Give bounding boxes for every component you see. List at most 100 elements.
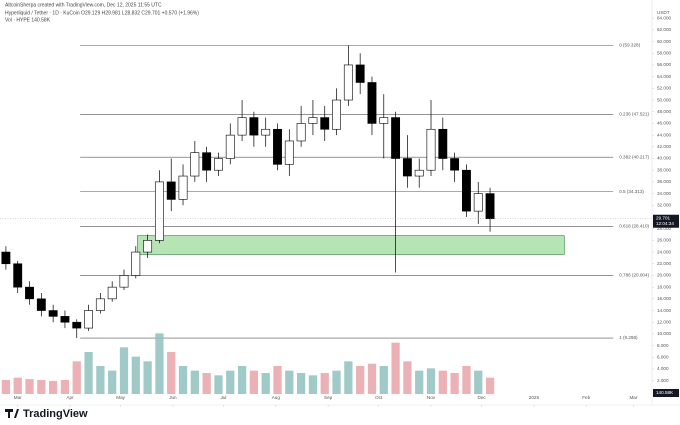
y-tick-label: 60.000: [657, 39, 671, 44]
candle-body: [237, 117, 247, 136]
candle-body: [1, 251, 11, 265]
candle-body: [72, 321, 82, 329]
y-tick-label: 8.000: [657, 343, 669, 348]
y-tick-label: 2.000: [657, 378, 669, 383]
volume-bar: [119, 347, 129, 394]
candle-body: [143, 240, 153, 253]
currency: USDT: [657, 10, 670, 15]
y-tick-label: 22.000: [657, 261, 671, 266]
y-tick-label: 18.000: [657, 284, 671, 289]
y-tick-label: 16.000: [657, 296, 671, 301]
candle-body: [273, 128, 282, 165]
volume-bar: [190, 370, 199, 394]
y-tick-label: 24.000: [657, 249, 671, 254]
candle-body: [119, 275, 129, 288]
volume-bar: [450, 373, 459, 394]
candle-body: [249, 117, 259, 136]
author-line: AltcoinSherpa created with TradingView.c…: [5, 2, 162, 8]
last-price-box: [653, 214, 679, 228]
y-tick-label: 50.000: [657, 97, 671, 102]
y-tick-label: 34.000: [657, 191, 671, 196]
candle-body: [332, 99, 341, 130]
y-tick-label: 14.000: [657, 308, 671, 313]
candle-body: [190, 152, 200, 177]
y-tick-label: 46.000: [657, 121, 671, 126]
y-tick-label: 26.000: [657, 238, 671, 243]
volume-bar: [438, 370, 447, 394]
volume-bar: [485, 377, 495, 394]
candle-body: [379, 117, 389, 124]
volume-bar: [308, 375, 318, 394]
volume-tag-box: [653, 389, 679, 397]
volume-bar: [273, 366, 282, 394]
x-tick-label: Sep: [324, 395, 333, 400]
volume-bar: [367, 363, 377, 394]
x-tick-label: Mar: [14, 395, 22, 400]
volume-bar: [379, 366, 388, 394]
volume-bar: [108, 370, 117, 394]
candle-body: [48, 310, 58, 317]
candle-body: [438, 128, 448, 159]
x-tick-label: Apr: [66, 395, 74, 400]
candle-body: [178, 175, 188, 200]
logo-text: TradingView: [23, 408, 88, 420]
fib-label: 0.618 (28.410): [619, 223, 649, 228]
y-tick-label: 62.000: [657, 27, 671, 32]
symbol-line: Hyperliquid / Tether · 1D · KuCoin O29.1…: [5, 10, 199, 16]
x-tick-label: Jun: [169, 395, 177, 400]
volume-bar: [13, 377, 22, 394]
volume-bar: [167, 352, 176, 394]
candle-body: [95, 298, 105, 311]
x-tick-label: Dec: [478, 395, 487, 400]
fib-label: 0.5 (34.313): [619, 189, 644, 194]
x-tick-label: Mar: [629, 395, 637, 400]
volume-bar: [143, 361, 152, 394]
fib-label: 1 (9.298): [619, 335, 638, 340]
volume-bar: [391, 342, 400, 394]
candle-body: [25, 286, 34, 300]
candle-body: [13, 263, 23, 288]
x-tick-label: Aug: [272, 395, 281, 400]
candle-body: [462, 169, 471, 212]
volume-bar: [60, 380, 70, 394]
candle-body: [36, 298, 46, 311]
volume-bar: [72, 361, 81, 394]
x-tick-label: 2026: [529, 395, 540, 400]
y-tick-label: 38.000: [657, 167, 671, 172]
volume-bar: [37, 380, 46, 394]
volume-bar: [214, 375, 223, 394]
y-tick-label: 10.000: [657, 331, 671, 336]
volume-bar: [25, 379, 34, 394]
volume-bar: [226, 370, 235, 394]
y-tick-label: 58.000: [657, 50, 671, 55]
y-tick-label: 44.000: [657, 132, 671, 137]
y-tick-label: 52.000: [657, 86, 671, 91]
candle-body: [166, 181, 176, 200]
volume-bar: [415, 370, 424, 394]
candle-body: [261, 128, 271, 136]
logo: TradingView: [5, 408, 88, 420]
fib-label: 0.382 (40.217): [619, 154, 649, 159]
y-tick-label: 36.000: [657, 179, 671, 184]
volume-bar: [344, 361, 353, 394]
volume-bar: [296, 373, 306, 394]
candle-body: [214, 158, 223, 171]
candle-body: [367, 82, 377, 124]
candle-body: [225, 134, 235, 159]
candle-body: [202, 152, 212, 171]
candle-body: [473, 193, 483, 212]
y-tick-label: 6.000: [657, 355, 669, 360]
candle-body: [296, 123, 306, 142]
x-tick-label: Nov: [427, 395, 436, 400]
volume-bar: [84, 352, 93, 394]
logo-icon: [5, 409, 19, 418]
candle-body: [402, 158, 412, 177]
candle-body: [84, 310, 93, 329]
y-tick-label: 28.000: [657, 226, 671, 231]
y-tick-label: 56.000: [657, 62, 671, 67]
candle-body: [343, 64, 353, 101]
volume-bar: [285, 370, 294, 394]
y-tick-label: 54.000: [657, 74, 671, 79]
y-tick-label: 4.000: [657, 366, 669, 371]
